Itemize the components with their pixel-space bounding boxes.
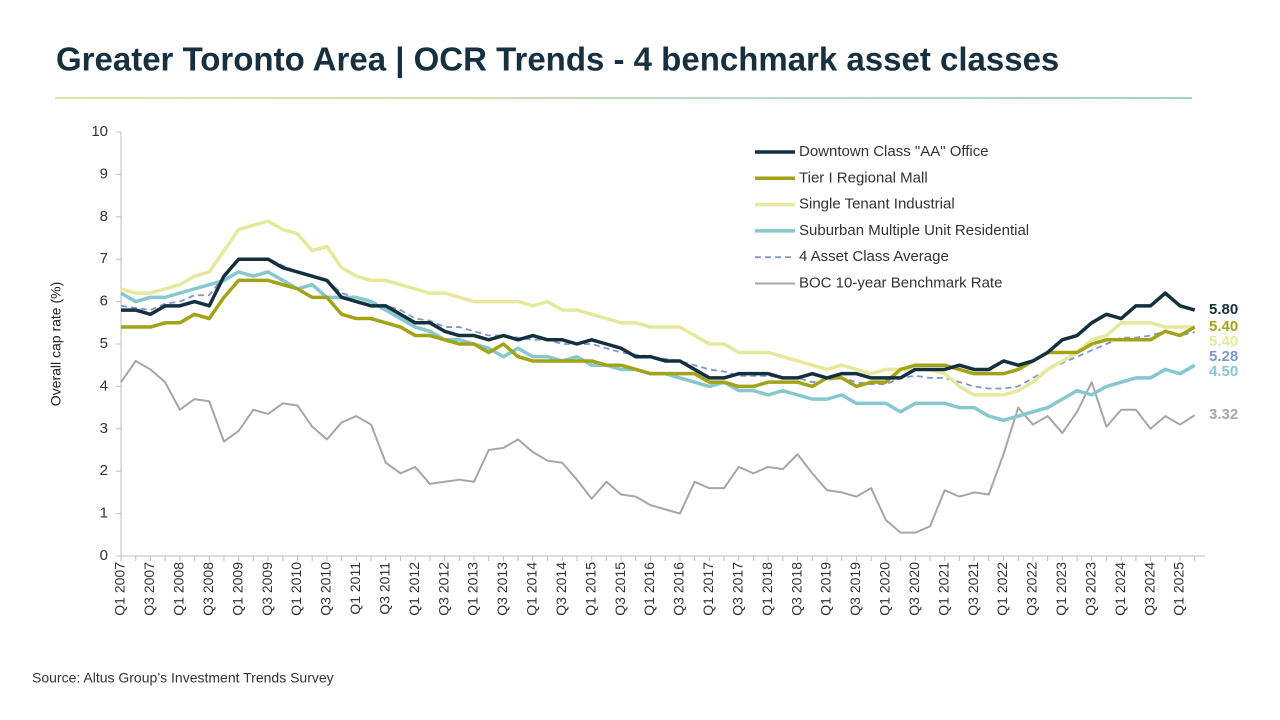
end-label: 5.40	[1209, 318, 1238, 335]
y-tick-label: 2	[100, 462, 108, 479]
legend-label: Downtown Class "AA" Office	[799, 143, 989, 160]
x-tick-label: Q1 2011	[347, 562, 363, 615]
x-tick-label: Q1 2012	[406, 562, 422, 616]
y-tick-label: 6	[100, 293, 108, 310]
y-tick-label: 7	[100, 250, 108, 267]
x-tick-label: Q1 2009	[229, 562, 245, 616]
end-label: 5.28	[1209, 348, 1238, 365]
source: Source: Altus Group’s Investment Trends …	[32, 670, 334, 686]
x-tick-label: Q3 2023	[1082, 562, 1098, 616]
x-tick-label: Q3 2024	[1141, 562, 1157, 616]
x-tick-label: Q1 2013	[465, 562, 481, 616]
x-tick-label: Q3 2009	[259, 562, 275, 616]
chart-title: Greater Toronto Area | OCR Trends - 4 be…	[56, 41, 1059, 78]
legend-label: 4 Asset Class Average	[799, 248, 949, 265]
x-tick-label: Q1 2024	[1112, 562, 1128, 616]
series-line	[120, 270, 1196, 423]
y-tick-label: 1	[100, 505, 108, 522]
x-tick-label: Q1 2007	[112, 562, 128, 616]
x-tick-label: Q1 2015	[582, 562, 598, 616]
end-label: 4.50	[1209, 363, 1238, 380]
y-tick-label: 5	[100, 335, 108, 352]
x-tick-label: Q1 2008	[171, 562, 187, 616]
y-tick-label: 8	[100, 208, 108, 225]
title-rule	[55, 97, 1192, 99]
legend-label: Tier I Regional Mall	[799, 169, 928, 186]
x-tick-label: Q1 2020	[877, 562, 893, 616]
legend-label: BOC 10-year Benchmark Rate	[799, 274, 1002, 291]
x-tick-label: Q3 2010	[318, 562, 334, 616]
end-label: 3.32	[1209, 406, 1238, 423]
x-tick-label: Q1 2010	[288, 562, 304, 616]
y-axis-label: Overall cap rate (%)	[48, 282, 64, 406]
x-tick-label: Q3 2018	[788, 562, 804, 616]
series-line	[120, 359, 1196, 534]
y-tick-label: 10	[91, 123, 108, 140]
x-tick-label: Q1 2016	[641, 562, 657, 616]
end-label: 5.80	[1209, 301, 1238, 318]
y-tick-label: 4	[100, 377, 108, 394]
x-tick-label: Q1 2025	[1171, 562, 1187, 616]
y-tick-label: 3	[100, 420, 108, 437]
legend-label: Single Tenant Industrial	[799, 196, 955, 213]
y-tick-label: 0	[100, 547, 108, 564]
x-tick-label: Q1 2023	[1053, 562, 1069, 616]
x-tick-label: Q3 2019	[847, 562, 863, 616]
x-tick-label: Q3 2016	[671, 562, 687, 616]
x-tick-label: Q3 2012	[435, 562, 451, 616]
series-line	[120, 219, 1195, 397]
x-tick-label: Q3 2020	[906, 562, 922, 616]
x-tick-label: Q3 2007	[141, 562, 157, 616]
x-tick-label: Q3 2008	[200, 562, 216, 616]
series-line	[121, 278, 1196, 389]
y-tick-label: 9	[100, 165, 108, 182]
x-tick-label: Q3 2013	[494, 562, 510, 616]
legend-label: Suburban Multiple Unit Residential	[799, 222, 1029, 239]
end-label: 5.40	[1209, 333, 1238, 350]
x-tick-label: Q3 2017	[729, 562, 745, 616]
x-tick-label: Q3 2022	[1024, 562, 1040, 616]
x-tick-label: Q1 2014	[524, 562, 540, 616]
x-tick-label: Q1 2017	[700, 562, 716, 616]
x-tick-label: Q1 2018	[759, 562, 775, 616]
x-tick-label: Q1 2022	[994, 562, 1010, 616]
series-line	[121, 257, 1196, 380]
x-tick-label: Q1 2021	[935, 562, 951, 616]
x-tick-label: Q3 2021	[965, 562, 981, 616]
x-tick-label: Q1 2019	[818, 562, 834, 616]
x-tick-label: Q3 2015	[612, 562, 628, 616]
x-tick-label: Q3 2014	[553, 562, 569, 616]
x-tick-label: Q3 2011	[376, 562, 392, 615]
